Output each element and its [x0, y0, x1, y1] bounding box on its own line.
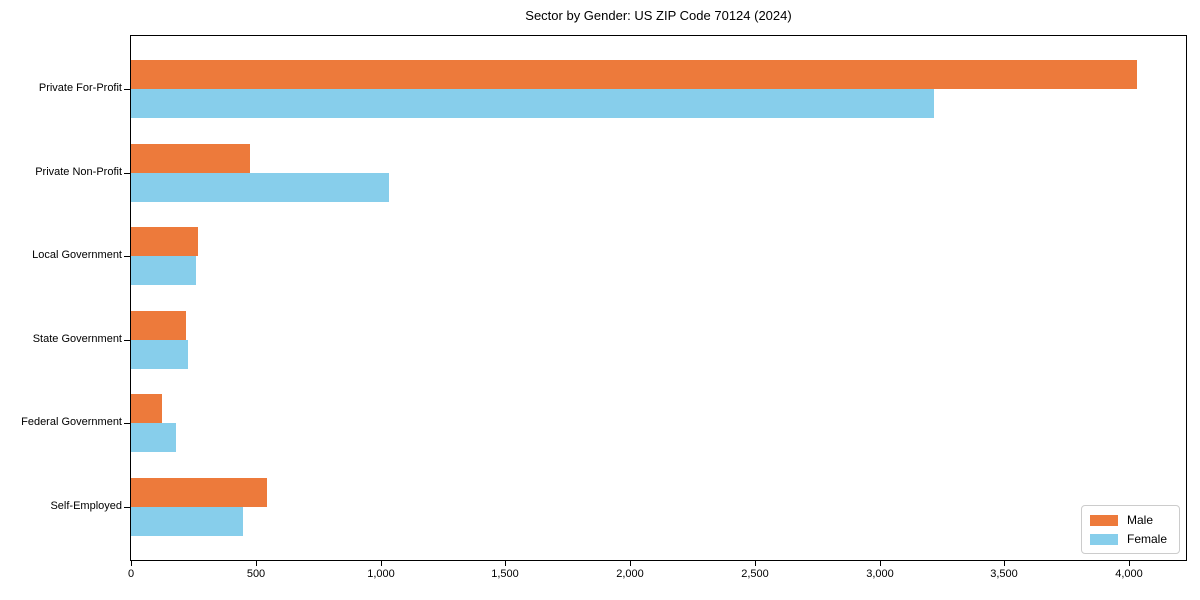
legend-label-female: Female: [1126, 532, 1167, 546]
legend-label-male: Male: [1126, 513, 1153, 527]
ytick-mark-private-non-profit: [124, 172, 130, 174]
legend-swatch-female: [1089, 533, 1118, 545]
xtick-mark-3000: [880, 561, 881, 566]
bar-male-private-for-profit: [131, 60, 1137, 89]
ytick-mark-state-government: [124, 339, 130, 341]
legend: Male Female: [1080, 505, 1180, 554]
bar-female-private-non-profit: [131, 172, 389, 202]
xtick-mark-2000: [630, 561, 631, 566]
ytick-label-self-employed: Self-Employed: [50, 500, 122, 512]
xtick-label-0: 0: [127, 568, 135, 580]
xtick-mark-4000: [1129, 561, 1130, 566]
xtick-label-2500: 2,500: [741, 568, 769, 580]
xtick-mark-1000: [381, 561, 382, 566]
bar-male-federal-government: [131, 394, 162, 424]
xtick-label-1500: 1,500: [491, 568, 519, 580]
xtick-label-3500: 3,500: [990, 568, 1018, 580]
bar-male-local-government: [131, 227, 198, 257]
ytick-mark-self-employed: [124, 507, 130, 508]
bar-female-state-government: [131, 339, 188, 369]
bar-female-private-for-profit: [131, 89, 934, 118]
bar-female-self-employed: [131, 507, 243, 536]
ytick-label-state-government: State Government: [32, 332, 122, 345]
xtick-mark-0: [131, 561, 132, 566]
bar-male-private-non-profit: [131, 143, 250, 173]
xtick-mark-1500: [505, 561, 506, 566]
plot-area: Male Female: [130, 35, 1187, 561]
ytick-mark-federal-government: [124, 423, 130, 425]
xtick-label-1000: 1,000: [367, 568, 395, 580]
bar-female-federal-government: [131, 423, 176, 453]
legend-item-male: Male: [1089, 513, 1167, 527]
xtick-label-3000: 3,000: [866, 568, 894, 580]
xtick-mark-500: [256, 561, 257, 566]
xtick-mark-2500: [755, 561, 756, 566]
legend-item-female: Female: [1089, 532, 1167, 546]
ytick-label-private-non-profit: Private Non-Profit: [35, 165, 122, 178]
xtick-mark-3500: [1004, 561, 1005, 566]
bar-female-local-government: [131, 256, 196, 286]
chart-title: Sector by Gender: US ZIP Code 70124 (202…: [525, 8, 792, 23]
legend-swatch-male: [1089, 514, 1118, 526]
xtick-label-4000: 4,000: [1115, 568, 1143, 580]
xtick-label-2000: 2,000: [616, 568, 644, 580]
xtick-label-500: 500: [246, 568, 266, 580]
ytick-label-local-government: Local Government: [32, 249, 122, 262]
ytick-mark-local-government: [124, 256, 130, 258]
bar-male-self-employed: [131, 478, 267, 507]
bar-male-state-government: [131, 310, 186, 340]
ytick-label-private-for-profit: Private For-Profit: [38, 82, 122, 94]
ytick-label-federal-government: Federal Government: [21, 416, 122, 429]
ytick-mark-private-for-profit: [124, 89, 130, 90]
